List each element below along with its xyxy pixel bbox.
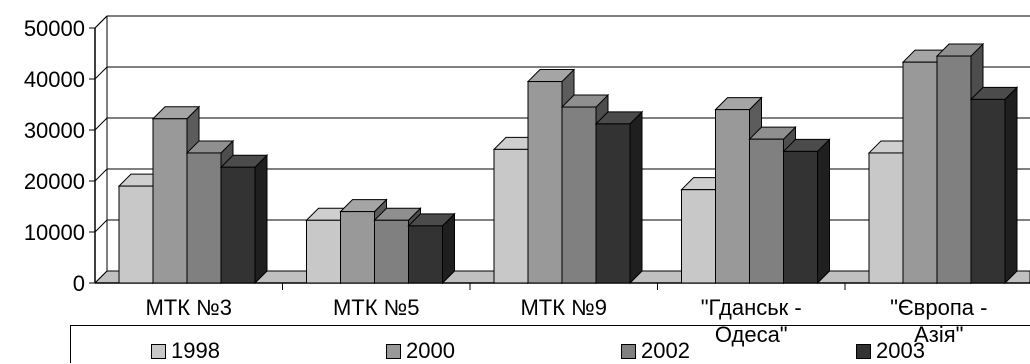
bar xyxy=(186,152,222,284)
legend-item: 1998 xyxy=(151,338,220,364)
y-tick-label: 0 xyxy=(73,271,85,296)
x-tick-label: "Європа -Азія" xyxy=(890,295,987,347)
bar xyxy=(408,225,443,284)
bar xyxy=(374,219,409,284)
legend-label: 1998 xyxy=(171,338,220,363)
legend-label: 2000 xyxy=(406,338,455,363)
y-tick-label: 40000 xyxy=(24,67,85,92)
gridline-side xyxy=(94,66,108,80)
bar-side xyxy=(629,110,643,285)
legend-swatch xyxy=(856,343,871,359)
bar-side xyxy=(254,154,268,285)
chart: 0 10000 20000 30000 40000 50000 МТК №3 МТК №5 МТ… xyxy=(24,15,1030,347)
y-tick-label: 50000 xyxy=(24,16,85,41)
gridline-side xyxy=(94,168,108,182)
x-tick-label: МТК №3 xyxy=(145,295,232,320)
y-tick-label: 10000 xyxy=(24,220,85,245)
legend-item: 2003 xyxy=(856,338,925,364)
x-tick-label-line: МТК №9 xyxy=(520,295,607,320)
bar xyxy=(527,81,563,284)
y-tick-label: 20000 xyxy=(24,169,85,194)
legend-item: 2002 xyxy=(621,338,690,364)
legend-swatch xyxy=(151,343,166,359)
bar xyxy=(902,61,938,284)
legend-swatch xyxy=(621,343,636,359)
x-tick-label-line: Азія" xyxy=(914,322,963,347)
bar xyxy=(561,106,597,284)
legend-item: 2000 xyxy=(386,338,455,364)
bar xyxy=(220,166,256,284)
bar xyxy=(783,150,818,284)
gridline-side xyxy=(94,117,108,131)
legend: 1998 2000 2002 2003 xyxy=(70,325,1030,363)
x-tick-label: МТК №5 xyxy=(333,295,420,320)
bar xyxy=(715,109,750,284)
y-tick-label: 30000 xyxy=(24,118,85,143)
bar xyxy=(595,123,631,284)
bar xyxy=(493,148,529,284)
bar xyxy=(681,189,716,284)
bar-side xyxy=(1004,86,1018,285)
x-tick-label: "Гданськ -Одеса" xyxy=(701,295,802,347)
bar xyxy=(868,152,904,284)
y-axis-top xyxy=(94,15,108,29)
bar xyxy=(152,118,188,284)
bar xyxy=(970,98,1006,284)
x-tick-label-line: "Гданськ - xyxy=(701,295,802,320)
x-tick-label: МТК №9 xyxy=(520,295,607,320)
bar xyxy=(306,219,341,284)
bar xyxy=(340,211,375,284)
x-tick-label-line: Одеса" xyxy=(715,322,788,347)
gridline-side xyxy=(94,219,108,233)
x-tick-label-line: "Європа - xyxy=(890,295,987,320)
bar xyxy=(118,185,154,284)
legend-swatch xyxy=(386,343,401,359)
bar xyxy=(936,55,972,284)
x-tick-label-line: МТК №3 xyxy=(145,295,232,320)
bar-side xyxy=(817,138,830,285)
legend-label: 2002 xyxy=(641,338,690,363)
bar xyxy=(749,138,784,284)
legend-label: 2003 xyxy=(876,338,925,363)
x-tick-label-line: МТК №5 xyxy=(333,295,420,320)
